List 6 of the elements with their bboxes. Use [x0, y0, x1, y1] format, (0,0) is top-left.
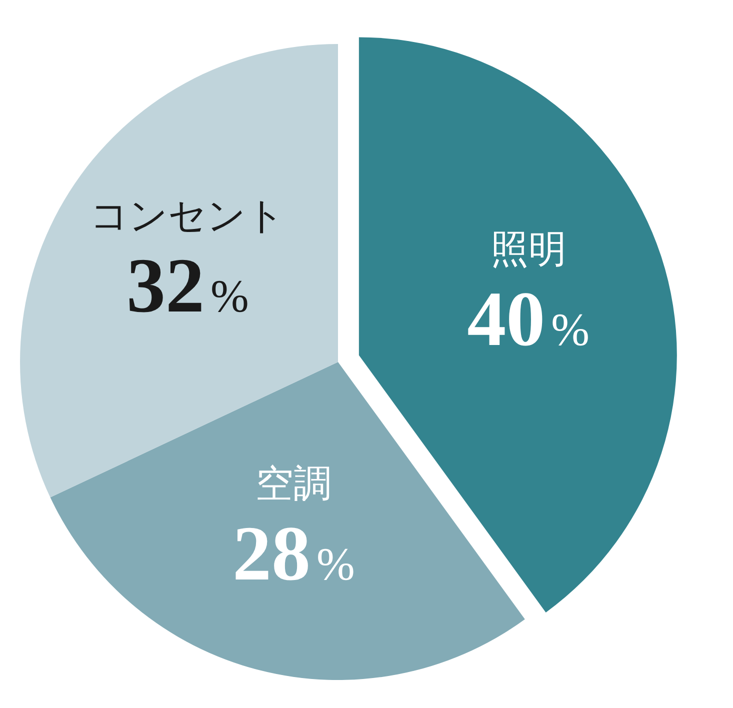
slice-label: 照明 — [490, 227, 566, 272]
slice-label: コンセント — [90, 194, 286, 238]
data-label: 32% — [126, 242, 249, 329]
slice-label: 空調 — [256, 461, 332, 506]
data-label: 28% — [232, 509, 355, 596]
data-label: 40% — [467, 275, 590, 362]
